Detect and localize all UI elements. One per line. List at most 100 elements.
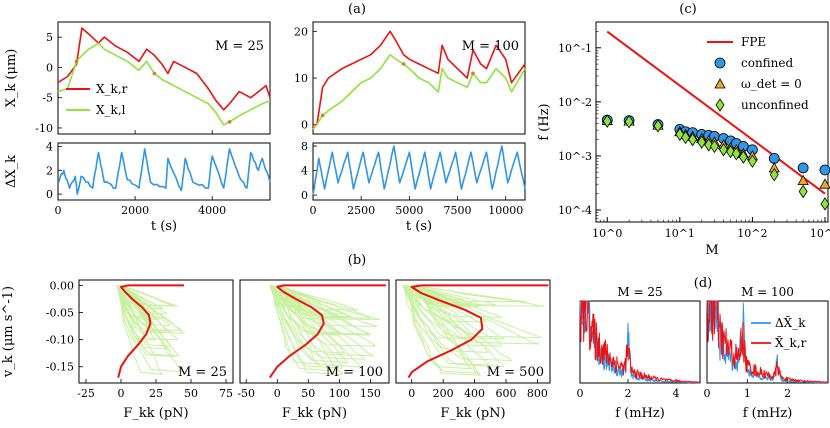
x-tick-label: 5000 bbox=[395, 204, 423, 217]
jump-point bbox=[227, 120, 232, 124]
chart-b1: -25 0 25 50 75 0.00 -0.05 -0.10 -0.15 M = 25 F_kk … bbox=[1, 279, 234, 421]
series-fpe bbox=[407, 284, 549, 379]
series-fpe bbox=[606, 30, 826, 195]
legend: FPE confined ω_det = 0 unconfined bbox=[707, 35, 809, 112]
x-tick-label: 4000 bbox=[198, 204, 226, 217]
legend-entry: unconfined bbox=[741, 98, 809, 112]
x-tick-label: 2000 bbox=[121, 204, 149, 217]
x-axis-label: F_kk (pN) bbox=[282, 406, 347, 421]
trajectory bbox=[270, 285, 360, 368]
legend-swatch-confined bbox=[714, 57, 726, 69]
trajectory bbox=[403, 284, 503, 347]
x-tick-label: 2 bbox=[625, 387, 632, 400]
legend-entry: X̃_k,r bbox=[775, 335, 807, 350]
trajectory bbox=[269, 284, 351, 318]
trajectory bbox=[273, 284, 370, 336]
y-tick-label: 0 bbox=[46, 61, 53, 74]
unconfined-point bbox=[653, 119, 663, 133]
trajectory-group bbox=[402, 284, 545, 376]
chart-b3-frame bbox=[395, 279, 551, 384]
series-delta-xk bbox=[57, 148, 271, 195]
series-fpe bbox=[117, 284, 184, 378]
series-xkl bbox=[57, 42, 271, 126]
y-axis-label: ΔX_k bbox=[4, 155, 19, 188]
trajectory bbox=[405, 285, 504, 367]
jump-point bbox=[401, 62, 406, 66]
unconfined-point bbox=[769, 167, 779, 182]
unconfined-point bbox=[624, 114, 634, 129]
trajectory bbox=[404, 285, 481, 374]
y-tick-label: 5 bbox=[46, 31, 53, 44]
panel-title: M = 25 bbox=[617, 285, 662, 299]
panel-label-c: (c) bbox=[679, 2, 696, 17]
chart-b3: 0 200 400 600 800 M = 500 F_kk (pN) bbox=[395, 279, 551, 421]
trajectory bbox=[402, 285, 481, 376]
omega-det-zero-point bbox=[819, 178, 830, 189]
y-tick-label: 10^-1 bbox=[558, 42, 592, 55]
x-axis-label: F_kk (pN) bbox=[123, 406, 188, 421]
x-tick-label: 10^3 bbox=[810, 227, 830, 240]
y-tick-label: -0.15 bbox=[46, 361, 74, 374]
legend-entry: FPE bbox=[741, 35, 766, 49]
y-axis-label: X_k (μm) bbox=[4, 49, 19, 108]
legend-entry: ΔX̃_k bbox=[775, 315, 806, 330]
chart-d1: 0 2 4 M = 25 f (mHz) bbox=[577, 285, 701, 421]
series-xkr-spectrum bbox=[579, 300, 701, 383]
unconfined-point bbox=[709, 139, 719, 154]
x-tick-label: 50 bbox=[184, 387, 198, 400]
y-tick-label: -5 bbox=[42, 92, 53, 105]
x-axis-label: f (mHz) bbox=[615, 406, 665, 421]
x-axis-label: M bbox=[705, 243, 718, 258]
trajectory bbox=[272, 285, 349, 363]
legend-swatch-unconfined bbox=[715, 98, 725, 112]
legend-swatch-omega bbox=[714, 78, 726, 89]
series-xkr bbox=[57, 27, 271, 111]
chart-c-frame bbox=[595, 21, 829, 223]
trajectory bbox=[117, 285, 163, 375]
x-tick-label: 10000 bbox=[488, 204, 523, 217]
trajectory bbox=[405, 284, 505, 340]
y-tick-label: 0.00 bbox=[50, 279, 75, 292]
chart-a1: -10 -5 0 5 M = 25 X_k (μm) X_k,r X_k,l bbox=[4, 21, 271, 135]
trajectory bbox=[272, 285, 365, 360]
legend-entry: X_k,r bbox=[96, 82, 128, 96]
trajectory-group bbox=[116, 284, 185, 375]
x-tick-label: 10^1 bbox=[665, 227, 695, 240]
chart-a4: 0 2500 5000 7500 10000 0 4 8 t (s) bbox=[301, 140, 526, 234]
jump-point bbox=[152, 71, 157, 76]
x-tick-label: 1 bbox=[744, 387, 751, 400]
series-xkr bbox=[313, 30, 526, 126]
trajectory bbox=[402, 284, 479, 308]
y-tick-label: 4 bbox=[46, 141, 53, 154]
trajectory bbox=[117, 285, 183, 373]
x-tick-label: 4 bbox=[673, 387, 680, 400]
series-xkl bbox=[312, 53, 526, 130]
y-tick-label: -0.10 bbox=[46, 334, 74, 347]
trajectory bbox=[272, 285, 341, 336]
trajectory bbox=[406, 284, 542, 338]
trajectory-group bbox=[269, 284, 381, 375]
x-tick-label: -25 bbox=[77, 387, 95, 400]
chart-d2-frame bbox=[706, 300, 829, 384]
x-tick-label: 200 bbox=[433, 387, 454, 400]
x-tick-label: 7500 bbox=[444, 204, 472, 217]
unconfined-point bbox=[798, 184, 808, 199]
x-tick-label: 0 bbox=[274, 387, 281, 400]
chart-c: 10^0 10^1 10^2 10^3 10^-4 10^-3 10^-2 10^-1 Mf (… bbox=[537, 21, 830, 258]
annotation: M = 500 bbox=[487, 365, 544, 380]
y-tick-label: -0.05 bbox=[46, 307, 74, 320]
trajectory bbox=[402, 285, 490, 353]
x-axis-label: F_kk (pN) bbox=[440, 406, 505, 421]
y-tick-label: 10^-3 bbox=[558, 150, 592, 163]
trajectory bbox=[272, 284, 359, 311]
x-tick-label: 10^2 bbox=[737, 227, 767, 240]
unconfined-point bbox=[697, 135, 707, 149]
x-tick-label: 0 bbox=[704, 387, 711, 400]
confined-point bbox=[797, 162, 809, 174]
x-tick-label: 10^0 bbox=[592, 227, 622, 240]
x-axis-label: t (s) bbox=[151, 219, 177, 234]
x-axis-label: f (mHz) bbox=[743, 406, 793, 421]
chart-a1-frame bbox=[57, 21, 271, 135]
chart-a3: 0 2000 4000 0 2 4 t (s) ΔX_k bbox=[4, 141, 271, 234]
trajectory bbox=[118, 285, 163, 334]
